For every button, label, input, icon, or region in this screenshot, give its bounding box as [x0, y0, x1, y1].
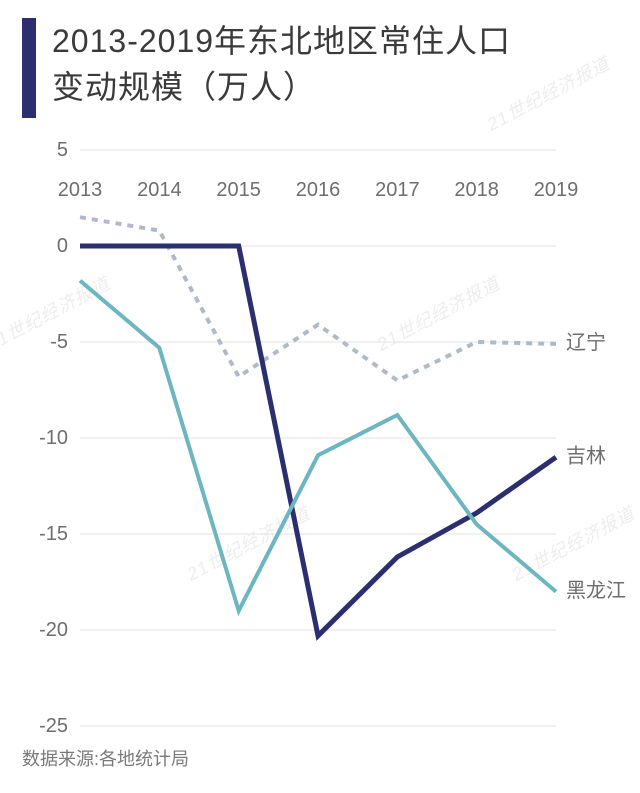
title-accent-bar: [22, 18, 36, 118]
series-line-黑龙江: [80, 281, 556, 611]
x-tick-label: 2017: [375, 179, 420, 201]
series-label-辽宁: 辽宁: [566, 331, 606, 354]
series-label-黑龙江: 黑龙江: [566, 579, 626, 602]
x-tick-label: 2019: [534, 179, 579, 201]
series-label-吉林: 吉林: [566, 444, 606, 467]
y-tick-label: -25: [39, 715, 68, 737]
series-line-辽宁: [80, 217, 556, 380]
data-source: 数据来源:各地统计局: [22, 745, 189, 771]
x-tick-label: 2016: [296, 179, 341, 201]
y-tick-label: -15: [39, 523, 68, 545]
chart-svg: 5 0 -5 -10 -15 -20 -25 2013 2014 2015 2016 2017 2018…: [22, 138, 618, 738]
y-tick-label: 0: [57, 235, 68, 257]
x-tick-label: 2015: [216, 179, 261, 201]
y-tick-label: -5: [50, 331, 68, 353]
y-tick-label: 5: [57, 139, 68, 161]
y-tick-label: -10: [39, 427, 68, 449]
line-chart: 5 0 -5 -10 -15 -20 -25 2013 2014 2015 2016 2017 2018…: [22, 138, 618, 738]
x-tick-label: 2014: [137, 179, 182, 201]
chart-title-block: 2013-2019年东北地区常住人口变动规模（万人）: [22, 18, 511, 118]
series-line-吉林: [80, 246, 556, 636]
x-tick-label: 2018: [454, 179, 499, 201]
y-tick-label: -20: [39, 619, 68, 641]
x-tick-label: 2013: [58, 179, 103, 201]
chart-title: 2013-2019年东北地区常住人口变动规模（万人）: [52, 18, 511, 111]
